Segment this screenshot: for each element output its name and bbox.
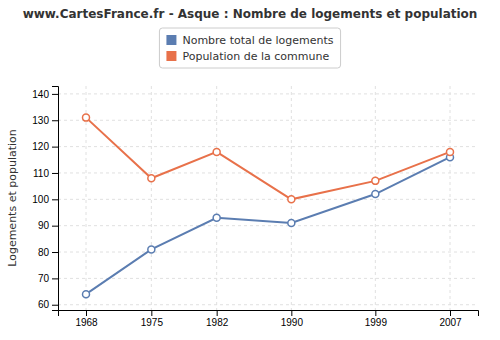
tick-mark	[217, 310, 218, 316]
plot: 1968 1975 1982 1990 1999 2007 60 70 80 90 100 110 12…	[6, 86, 479, 328]
grid	[58, 86, 478, 310]
point	[213, 214, 220, 221]
tick: 1999	[365, 310, 388, 328]
tick-mark	[52, 305, 58, 306]
point	[447, 148, 454, 155]
tick-mark	[450, 310, 451, 316]
tick: 2007	[439, 310, 462, 328]
tick-mark	[375, 310, 376, 316]
tick: 1975	[141, 310, 164, 328]
legend-box	[159, 28, 340, 68]
tick: 90	[38, 220, 58, 231]
tick-label: 1968	[75, 317, 98, 328]
tick-label: 130	[32, 115, 49, 126]
tick: 100	[32, 194, 58, 205]
point	[372, 191, 379, 198]
tick-label: 1990	[281, 317, 304, 328]
tick-label: 70	[38, 273, 50, 284]
grid-line	[58, 93, 478, 94]
point	[288, 220, 295, 227]
tick-label: 120	[32, 141, 49, 152]
tick-mark	[291, 310, 292, 316]
grid-line	[58, 199, 478, 200]
tick: 60	[38, 299, 58, 310]
tick-mark	[52, 199, 58, 200]
tick-label: 1982	[206, 317, 229, 328]
line	[86, 118, 450, 200]
marks	[83, 114, 454, 298]
grid-line	[450, 86, 451, 310]
legend-item: Population de la commune	[166, 50, 329, 63]
grid-line	[58, 304, 478, 305]
tick: 80	[38, 247, 58, 258]
point	[148, 246, 155, 253]
tick-label: 110	[33, 168, 49, 179]
tick: 1990	[281, 310, 304, 328]
grid-line	[216, 86, 217, 310]
legend-label: Nombre total de logements	[182, 34, 333, 47]
point	[372, 177, 379, 184]
grid-line	[58, 278, 478, 279]
tick-mark	[52, 226, 58, 227]
grid-line	[58, 172, 478, 173]
axis-line	[59, 311, 479, 317]
grid-line	[58, 120, 478, 121]
legend-swatch	[166, 51, 176, 61]
x-axis: 1968 1975 1982 1990 1999 2007	[59, 310, 479, 328]
tick-label: 140	[32, 89, 49, 100]
tick: 120	[32, 141, 58, 152]
tick-label: 1975	[141, 317, 164, 328]
tick-mark	[52, 173, 58, 174]
point	[148, 175, 155, 182]
tick-mark	[52, 252, 58, 253]
axis-line	[52, 87, 59, 311]
grid-line	[151, 86, 152, 310]
point	[83, 114, 90, 121]
legend-swatch	[166, 35, 176, 45]
line	[86, 157, 450, 294]
legend-label: Population de la commune	[182, 50, 329, 63]
tick-label: 100	[32, 194, 49, 205]
legend-item: Nombre total de logements	[166, 34, 333, 47]
point	[213, 148, 220, 155]
tick-mark	[86, 310, 87, 316]
tick-mark	[52, 278, 58, 279]
tick-mark	[52, 120, 58, 121]
tick: 110	[33, 168, 58, 179]
chart: www.CartesFrance.fr - Asque : Nombre de …	[0, 0, 500, 340]
tick-mark	[52, 94, 58, 95]
point	[288, 196, 295, 203]
tick-label: 2007	[439, 317, 462, 328]
tick-label: 80	[38, 247, 50, 258]
grid-line	[58, 252, 478, 253]
tick: 1982	[206, 310, 229, 328]
tick-label: 1999	[365, 317, 388, 328]
tick: 130	[32, 115, 58, 126]
y-axis: 60 70 80 90 100 110 120 130 140	[32, 87, 58, 311]
tick: 1968	[75, 310, 98, 328]
grid-line	[58, 146, 478, 147]
tick: 140	[32, 89, 58, 100]
point	[83, 291, 90, 298]
y-axis-title: Logements et population	[6, 129, 19, 267]
tick-label: 90	[38, 220, 50, 231]
legend: Nombre total de logements Population de l…	[159, 28, 340, 68]
title: www.CartesFrance.fr - Asque : Nombre de …	[23, 7, 478, 21]
tick: 70	[38, 273, 58, 284]
grid-line	[58, 225, 478, 226]
tick-label: 60	[38, 299, 50, 310]
tick-mark	[151, 310, 152, 316]
tick-mark	[52, 147, 58, 148]
